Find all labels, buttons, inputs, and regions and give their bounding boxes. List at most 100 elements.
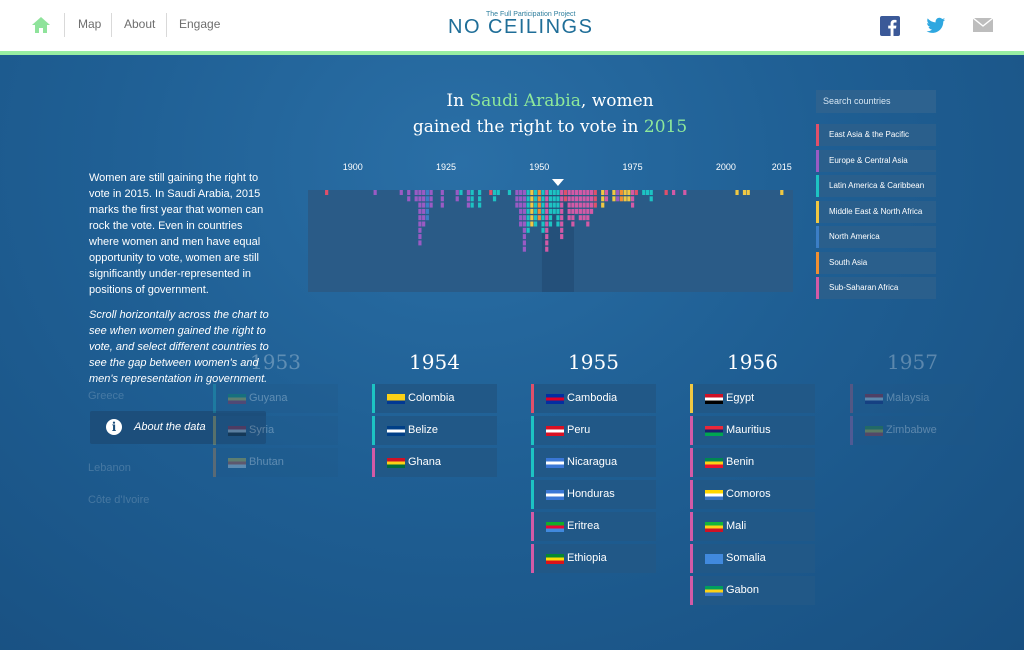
country-name: Syria xyxy=(249,424,275,436)
chart-bar-segment xyxy=(560,215,564,221)
chart-bar-segment xyxy=(522,208,526,214)
region-filter-item[interactable]: Sub-Saharan Africa xyxy=(816,277,936,299)
country-item[interactable]: Peru xyxy=(531,416,656,445)
country-name: Eritrea xyxy=(567,520,600,532)
chart-tick-label: 2015 xyxy=(772,162,792,172)
chart-bar-segment xyxy=(578,208,582,214)
year-label[interactable]: 1957 xyxy=(887,350,938,374)
chart-bar-segment xyxy=(742,190,747,195)
chart-bar-segment xyxy=(545,215,549,221)
chart-bar-segment xyxy=(586,221,590,227)
nav-map-link[interactable]: Map xyxy=(78,17,102,31)
chart-bar-segment xyxy=(541,208,545,214)
country-name: Comoros xyxy=(726,488,771,500)
chart-bar-segment xyxy=(616,196,620,202)
country-item[interactable]: Egypt xyxy=(690,384,815,413)
chart-bar-segment xyxy=(519,215,523,221)
twitter-icon[interactable] xyxy=(926,16,946,36)
chart-bar-segment xyxy=(522,234,526,240)
country-item[interactable]: Comoros xyxy=(690,480,815,509)
chart-bar-segment xyxy=(418,208,422,214)
country-item[interactable]: Mauritius xyxy=(690,416,815,445)
nav-engage-link[interactable]: Engage xyxy=(179,17,221,31)
intro-paragraph: Women are still gaining the right to vot… xyxy=(89,172,264,296)
region-filter-item[interactable]: North America xyxy=(816,226,936,248)
country-item[interactable]: Mali xyxy=(690,512,815,541)
chart-bar-segment xyxy=(492,190,497,195)
country-item[interactable]: Honduras xyxy=(531,480,656,509)
country-item[interactable]: Benin xyxy=(690,448,815,477)
top-bar: Map About Engage The Full Participation … xyxy=(0,0,1024,55)
country-item[interactable]: Zimbabwe xyxy=(850,416,975,445)
chart-bar-segment xyxy=(552,196,556,202)
country-item[interactable]: Belize xyxy=(372,416,497,445)
chart-bar-segment xyxy=(533,215,538,221)
chart-bar-segment xyxy=(478,202,482,208)
chart-bar-segment xyxy=(567,208,571,214)
year-label[interactable]: 1956 xyxy=(727,350,778,374)
search-countries-input[interactable]: Search countries xyxy=(816,90,936,113)
chart-bar-segment xyxy=(586,202,590,208)
chart-bar-segment xyxy=(545,240,549,246)
year-label[interactable]: 1954 xyxy=(409,350,460,374)
year-label[interactable]: 1953 xyxy=(250,350,301,374)
country-item[interactable]: Somalia xyxy=(690,544,815,573)
chart-bar-segment xyxy=(560,221,564,227)
flag-icon xyxy=(705,490,723,500)
chart-bar-segment xyxy=(571,196,575,202)
chart-bar-segment xyxy=(425,202,429,208)
country-item[interactable]: Cambodia xyxy=(531,384,656,413)
chart-bar-segment xyxy=(571,208,575,214)
chart-bar-segment xyxy=(545,196,549,202)
country-item[interactable]: Malaysia xyxy=(850,384,975,413)
chart-bar-segment xyxy=(563,190,568,195)
country-item[interactable]: Gabon xyxy=(690,576,815,605)
timeline-chart-svg[interactable]: 1900 1925 1950 1975 2000 2015 xyxy=(308,160,793,292)
country-item[interactable]: Colombia xyxy=(372,384,497,413)
region-filter-item[interactable]: East Asia & the Pacific xyxy=(816,124,936,146)
country-item[interactable]: Ghana xyxy=(372,448,497,477)
country-item[interactable]: Bhutan xyxy=(213,448,338,477)
flag-icon xyxy=(228,394,246,404)
chart-bar-segment xyxy=(325,190,329,195)
chart-bar-segment xyxy=(422,202,426,208)
chart-bar-segment xyxy=(556,221,560,227)
nav-about-link[interactable]: About xyxy=(124,17,156,31)
chart-bar-segment xyxy=(627,196,631,202)
chart-bar-segment xyxy=(541,196,545,202)
chart-bar-segment xyxy=(645,190,650,195)
chart-bar-segment xyxy=(522,196,526,202)
country-item[interactable]: Ethiopia xyxy=(531,544,656,573)
chart-bar-segment xyxy=(616,190,620,195)
country-item[interactable]: Guyana xyxy=(213,384,338,413)
year-label[interactable]: 1955 xyxy=(568,350,619,374)
facebook-icon[interactable] xyxy=(880,16,900,36)
chart-bar-segment xyxy=(548,215,553,221)
region-filter-item[interactable]: Europe & Central Asia xyxy=(816,149,936,172)
chart-bar-segment xyxy=(470,190,474,195)
chart-bar-segment xyxy=(373,190,377,195)
home-icon[interactable] xyxy=(31,15,51,35)
region-filter-item[interactable]: Latin America & Caribbean xyxy=(816,175,936,197)
chart-bar-segment xyxy=(530,208,534,214)
chart-bar-segment xyxy=(589,202,594,208)
mail-icon[interactable] xyxy=(973,18,993,32)
chart-bar-segment xyxy=(586,196,590,202)
country-item[interactable]: Eritrea xyxy=(531,512,656,541)
chart-bar-segment xyxy=(560,234,564,240)
timeline-chart[interactable]: 1900 1925 1950 1975 2000 2015 xyxy=(308,160,793,297)
chart-bar-segment xyxy=(545,227,549,233)
country-item[interactable]: Nicaragua xyxy=(531,448,656,477)
chart-bar-segment xyxy=(586,215,590,221)
region-filter-item[interactable]: Middle East & North Africa xyxy=(816,200,936,223)
chart-bar-segment xyxy=(683,190,687,195)
chart-bar-segment xyxy=(440,190,444,195)
country-item[interactable]: Syria xyxy=(213,416,338,445)
chart-bar-segment xyxy=(422,190,426,195)
chart-bar-segment xyxy=(571,190,575,195)
region-filter-item[interactable]: South Asia xyxy=(816,251,936,274)
chart-bar-segment xyxy=(533,208,538,214)
about-data-button[interactable]: i About the data xyxy=(90,411,266,444)
chart-bar-segment xyxy=(627,190,631,195)
logo-title[interactable]: NO CEILINGS xyxy=(448,16,594,38)
